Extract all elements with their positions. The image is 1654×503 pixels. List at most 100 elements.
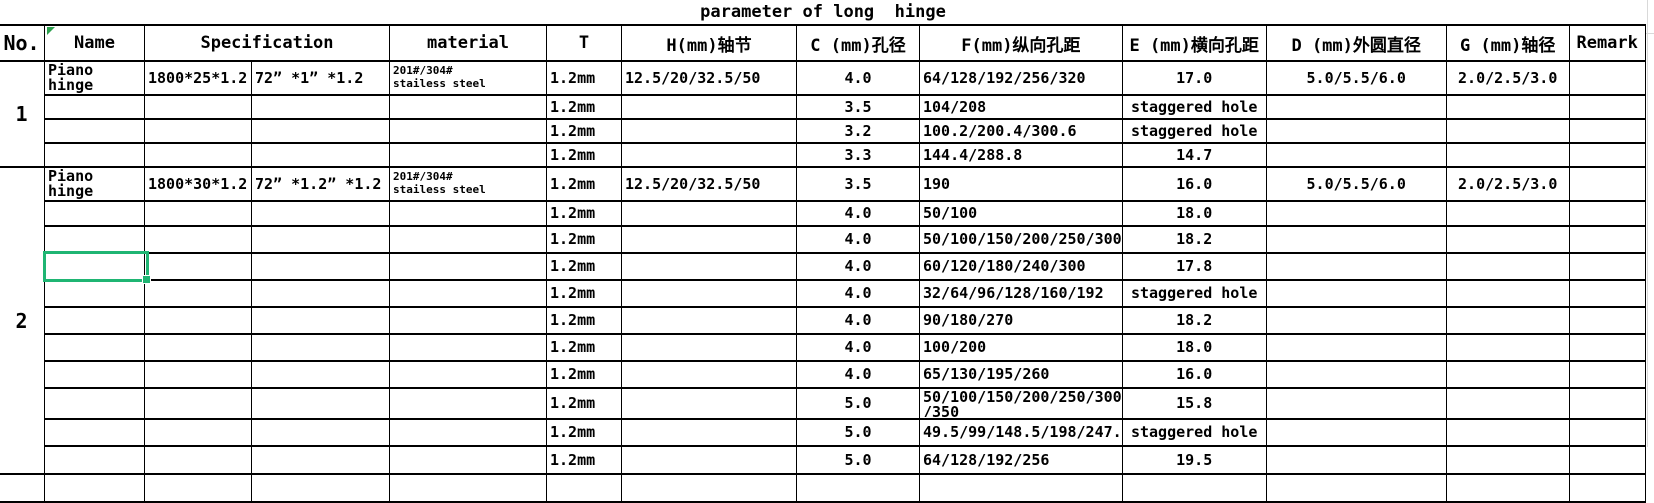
cell-f[interactable]: 50/100/150/200/250/300 /350 xyxy=(919,387,1123,420)
sheet-title[interactable]: parameter of long hinge xyxy=(700,2,946,22)
cell-e[interactable]: staggered hole xyxy=(1121,118,1267,144)
cell-spec2[interactable] xyxy=(251,225,390,254)
cell-e[interactable]: 15.8 xyxy=(1121,387,1267,420)
cell-remark[interactable] xyxy=(1568,142,1646,168)
cell-e[interactable]: 18.0 xyxy=(1121,333,1267,362)
cell-spec1[interactable] xyxy=(144,142,252,168)
column-header-t[interactable]: T xyxy=(546,24,622,62)
cell-t[interactable]: 1.2mm xyxy=(546,418,622,447)
cell-name[interactable] xyxy=(44,445,145,475)
cell-remark[interactable] xyxy=(1568,418,1646,447)
cell-c[interactable]: 4.0 xyxy=(796,252,920,281)
cell-material[interactable] xyxy=(389,418,547,447)
cell-t[interactable]: 1.2mm xyxy=(546,279,622,308)
cell-g[interactable]: 2.0/2.5/3.0 xyxy=(1445,60,1570,96)
cell-name[interactable] xyxy=(44,473,145,503)
cell-spec1[interactable] xyxy=(144,473,252,503)
cell-material[interactable]: 201#/304# stailess steel xyxy=(389,60,547,96)
cell-d[interactable] xyxy=(1265,94,1447,120)
cell-h[interactable] xyxy=(621,225,797,254)
cell-t[interactable]: 1.2mm xyxy=(546,200,622,227)
cell-material[interactable] xyxy=(389,252,547,281)
cell-remark[interactable] xyxy=(1568,252,1646,281)
cell-c[interactable]: 4.0 xyxy=(796,60,920,96)
cell-no[interactable] xyxy=(0,473,45,503)
cell-h[interactable] xyxy=(621,94,797,120)
cell-remark[interactable] xyxy=(1568,306,1646,335)
cell-remark[interactable] xyxy=(1568,225,1646,254)
cell-f[interactable]: 100/200 xyxy=(919,333,1123,362)
cell-spec2[interactable] xyxy=(251,418,390,447)
cell-d[interactable] xyxy=(1265,360,1447,389)
cell-name[interactable] xyxy=(44,306,145,335)
cell-g[interactable] xyxy=(1445,473,1570,503)
cell-spec1[interactable] xyxy=(144,445,252,475)
cell-spec2[interactable] xyxy=(251,306,390,335)
cell-name[interactable] xyxy=(44,142,145,168)
cell-g[interactable] xyxy=(1445,387,1570,420)
cell-material[interactable] xyxy=(389,473,547,503)
cell-g[interactable] xyxy=(1445,418,1570,447)
cell-t[interactable]: 1.2mm xyxy=(546,445,622,475)
cell-d[interactable] xyxy=(1265,473,1447,503)
cell-material[interactable] xyxy=(389,225,547,254)
cell-g[interactable]: 2.0/2.5/3.0 xyxy=(1445,166,1570,202)
cell-f[interactable]: 50/100/150/200/250/300 xyxy=(919,225,1123,254)
cell-spec1[interactable] xyxy=(144,360,252,389)
cell-h[interactable] xyxy=(621,418,797,447)
cell-material[interactable] xyxy=(389,333,547,362)
cell-h[interactable] xyxy=(621,360,797,389)
cell-h[interactable] xyxy=(621,333,797,362)
cell-spec1[interactable] xyxy=(144,333,252,362)
cell-name[interactable] xyxy=(44,118,145,144)
cell-name[interactable] xyxy=(44,94,145,120)
cell-material[interactable] xyxy=(389,118,547,144)
cell-c[interactable] xyxy=(796,473,920,503)
cell-t[interactable]: 1.2mm xyxy=(546,387,622,420)
cell-t[interactable]: 1.2mm xyxy=(546,94,622,120)
cell-d[interactable] xyxy=(1265,200,1447,227)
cell-remark[interactable] xyxy=(1568,333,1646,362)
cell-c[interactable]: 4.0 xyxy=(796,333,920,362)
cell-d[interactable] xyxy=(1265,306,1447,335)
column-header-specification[interactable]: Specification xyxy=(144,24,390,62)
cell-name[interactable] xyxy=(44,387,145,420)
cell-material[interactable]: 201#/304# stailess steel xyxy=(389,166,547,202)
cell-material[interactable] xyxy=(389,306,547,335)
cell-g[interactable] xyxy=(1445,252,1570,281)
cell-spec1[interactable] xyxy=(144,306,252,335)
cell-c[interactable]: 4.0 xyxy=(796,200,920,227)
cell-name[interactable] xyxy=(44,360,145,389)
cell-c[interactable]: 4.0 xyxy=(796,225,920,254)
cell-f[interactable]: 64/128/192/256/320 xyxy=(919,60,1123,96)
cell-material[interactable] xyxy=(389,387,547,420)
cell-remark[interactable] xyxy=(1568,360,1646,389)
cell-spec1[interactable] xyxy=(144,200,252,227)
cell-e[interactable]: 17.8 xyxy=(1121,252,1267,281)
row-group-number[interactable]: 1 xyxy=(0,60,45,168)
cell-h[interactable] xyxy=(621,200,797,227)
cell-c[interactable]: 3.5 xyxy=(796,166,920,202)
cell-e[interactable]: 17.0 xyxy=(1121,60,1267,96)
column-header-material[interactable]: material xyxy=(389,24,547,62)
cell-spec1[interactable]: 1800*30*1.2 xyxy=(144,166,252,202)
cell-t[interactable]: 1.2mm xyxy=(546,360,622,389)
cell-material[interactable] xyxy=(389,360,547,389)
cell-g[interactable] xyxy=(1445,333,1570,362)
cell-remark[interactable] xyxy=(1568,279,1646,308)
cell-c[interactable]: 5.0 xyxy=(796,445,920,475)
cell-h[interactable] xyxy=(621,306,797,335)
cell-remark[interactable] xyxy=(1568,94,1646,120)
cell-spec2[interactable] xyxy=(251,445,390,475)
cell-f[interactable]: 190 xyxy=(919,166,1123,202)
cell-name[interactable] xyxy=(44,200,145,227)
cell-f[interactable]: 32/64/96/128/160/192 xyxy=(919,279,1123,308)
cell-g[interactable] xyxy=(1445,225,1570,254)
cell-e[interactable]: 18.2 xyxy=(1121,225,1267,254)
cell-material[interactable] xyxy=(389,279,547,308)
cell-d[interactable] xyxy=(1265,279,1447,308)
cell-spec2[interactable] xyxy=(251,279,390,308)
cell-f[interactable]: 144.4/288.8 xyxy=(919,142,1123,168)
cell-g[interactable] xyxy=(1445,445,1570,475)
cell-t[interactable]: 1.2mm xyxy=(546,118,622,144)
